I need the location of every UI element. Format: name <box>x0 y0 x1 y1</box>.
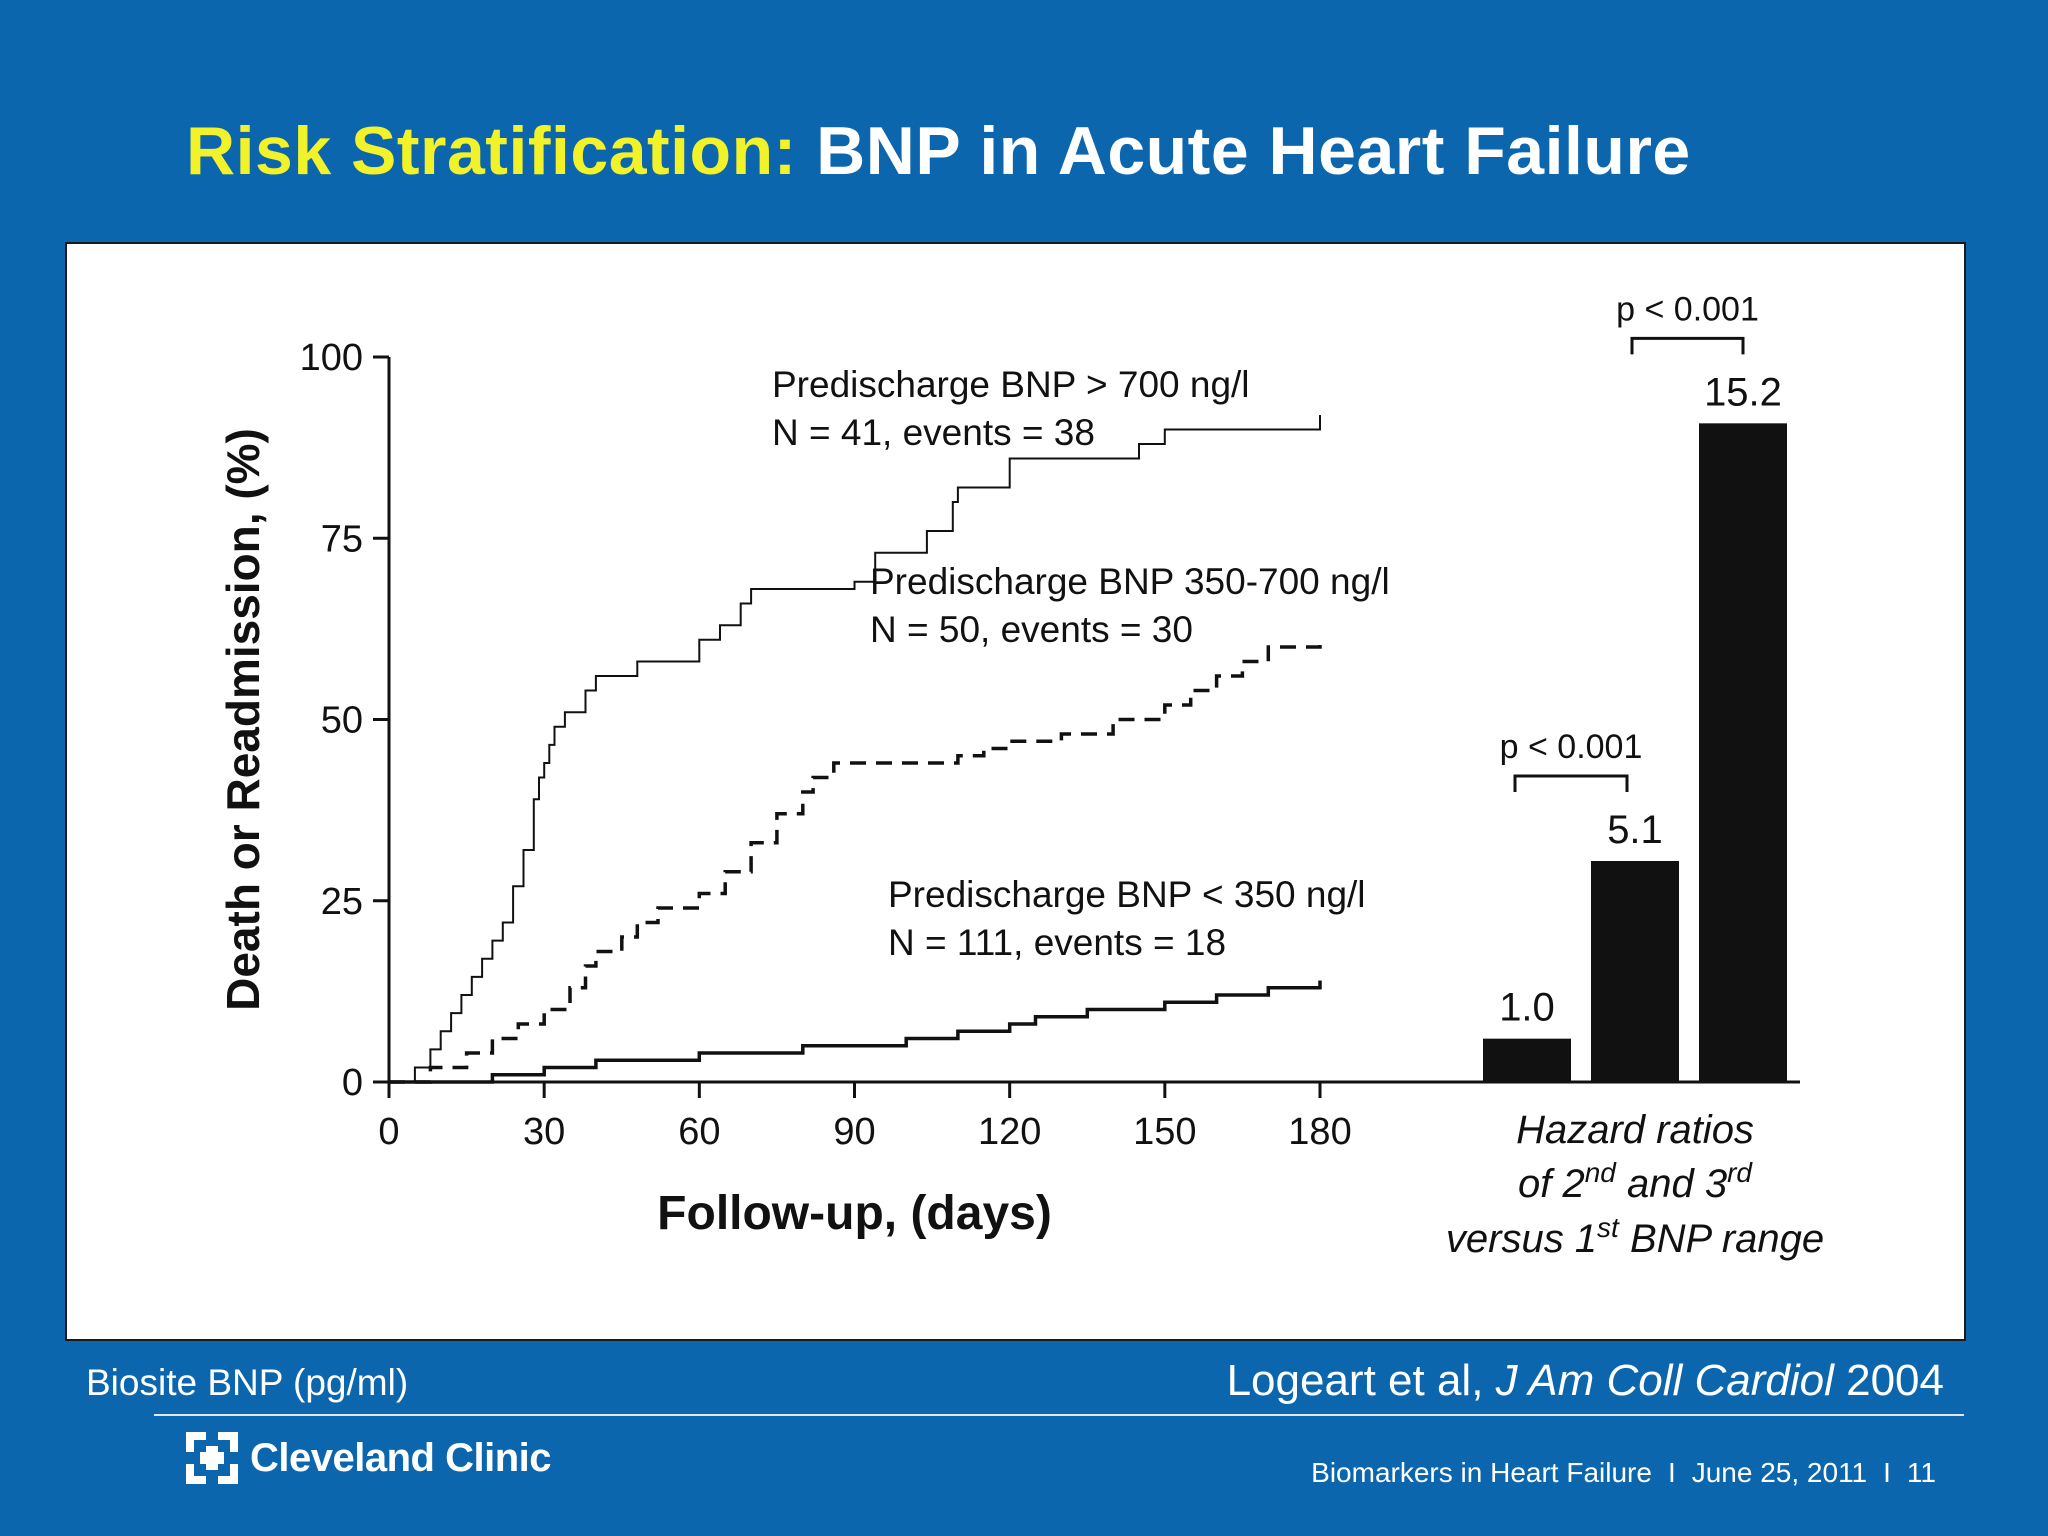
series-subtitle: N = 111, events = 18 <box>888 922 1226 963</box>
hazard-bar <box>1699 423 1787 1082</box>
x-tick-label: 150 <box>1133 1111 1196 1153</box>
footer-separator: I <box>1883 1457 1891 1488</box>
slide-title-highlight: Risk Stratification: <box>186 113 797 189</box>
hazard-caption-line: versus 1st BNP range <box>1446 1212 1824 1262</box>
km-curve-1 <box>389 415 1321 1083</box>
significance-bracket <box>1513 774 1629 792</box>
series-label: Predischarge BNP 350-700 ng/l <box>870 561 1390 602</box>
km-chart: 0 25 50 75 100 0 30 60 90 120 150 180 Follow-up, (da… <box>217 290 1824 1262</box>
y-tick-label: 50 <box>321 700 363 742</box>
km-curve-2 <box>389 639 1322 1084</box>
footer-info: Biomarkers in Heart Failure I June 25, 201… <box>1311 1457 1936 1489</box>
hazard-bar <box>1591 861 1679 1082</box>
x-tick-label: 0 <box>378 1111 399 1153</box>
cross-logo-icon <box>186 1432 238 1484</box>
slide-title: Risk Stratification: BNP in Acute Heart … <box>186 112 1691 190</box>
y-tick-label: 25 <box>321 881 363 923</box>
p-value-label: p < 0.001 <box>1500 728 1643 766</box>
caption-text: of 2 <box>1518 1162 1585 1206</box>
p-value-label: p < 0.001 <box>1616 290 1759 328</box>
hazard-bar-label: 5.1 <box>1607 808 1663 852</box>
logo-text: Cleveland Clinic <box>250 1435 551 1480</box>
footer-title: Biomarkers in Heart Failure <box>1311 1457 1652 1488</box>
km-curve-3 <box>389 980 1322 1084</box>
x-tick-label: 120 <box>978 1111 1041 1153</box>
footer-date: June 25, 2011 <box>1691 1457 1868 1488</box>
superscript: rd <box>1727 1157 1753 1188</box>
superscript: st <box>1597 1212 1620 1243</box>
hazard-caption-line: Hazard ratios <box>1516 1108 1754 1152</box>
citation: Logeart et al, J Am Coll Cardiol 2004 <box>1227 1356 1944 1406</box>
x-axis-title: Follow-up, (days) <box>657 1187 1052 1240</box>
footer-divider <box>154 1414 1964 1416</box>
series-subtitle: N = 41, events = 38 <box>772 412 1095 453</box>
assay-note: Biosite BNP (pg/ml) <box>86 1362 409 1403</box>
page-number: 11 <box>1906 1457 1936 1488</box>
caption-text: versus 1 <box>1446 1217 1597 1261</box>
slide-title-rest: BNP in Acute Heart Failure <box>796 113 1691 189</box>
footer-separator: I <box>1667 1457 1676 1488</box>
x-tick-label: 180 <box>1288 1111 1351 1153</box>
series-label: Predischarge BNP > 700 ng/l <box>772 364 1250 405</box>
figure-panel: 0 25 50 75 100 0 30 60 90 120 150 180 Follow-up, (da… <box>65 242 1966 1341</box>
series-subtitle: N = 50, events = 30 <box>870 609 1193 650</box>
y-tick-label: 75 <box>321 518 363 560</box>
series-label: Predischarge BNP < 350 ng/l <box>888 874 1366 915</box>
cleveland-clinic-logo: Cleveland Clinic <box>186 1432 551 1484</box>
superscript: nd <box>1585 1157 1618 1188</box>
x-tick-label: 90 <box>833 1111 875 1153</box>
x-tick-label: 60 <box>678 1111 720 1153</box>
caption-text: and 3 <box>1616 1162 1727 1206</box>
significance-bracket <box>1630 336 1745 355</box>
caption-text: BNP range <box>1619 1217 1824 1261</box>
citation-authors: Logeart et al, <box>1226 1356 1496 1405</box>
citation-journal: J Am Coll Cardiol <box>1495 1356 1834 1405</box>
hazard-bar-label: 15.2 <box>1704 370 1782 414</box>
hazard-caption-line: of 2nd and 3rd <box>1518 1157 1753 1207</box>
x-tick-label: 30 <box>523 1111 565 1153</box>
y-tick-label: 0 <box>342 1062 363 1104</box>
citation-year: 2004 <box>1833 1356 1944 1405</box>
y-tick-label: 100 <box>300 337 363 379</box>
hazard-bar <box>1483 1038 1571 1082</box>
y-axis-title: Death or Readmission, (%) <box>217 428 269 1011</box>
hazard-bar-label: 1.0 <box>1499 986 1555 1030</box>
